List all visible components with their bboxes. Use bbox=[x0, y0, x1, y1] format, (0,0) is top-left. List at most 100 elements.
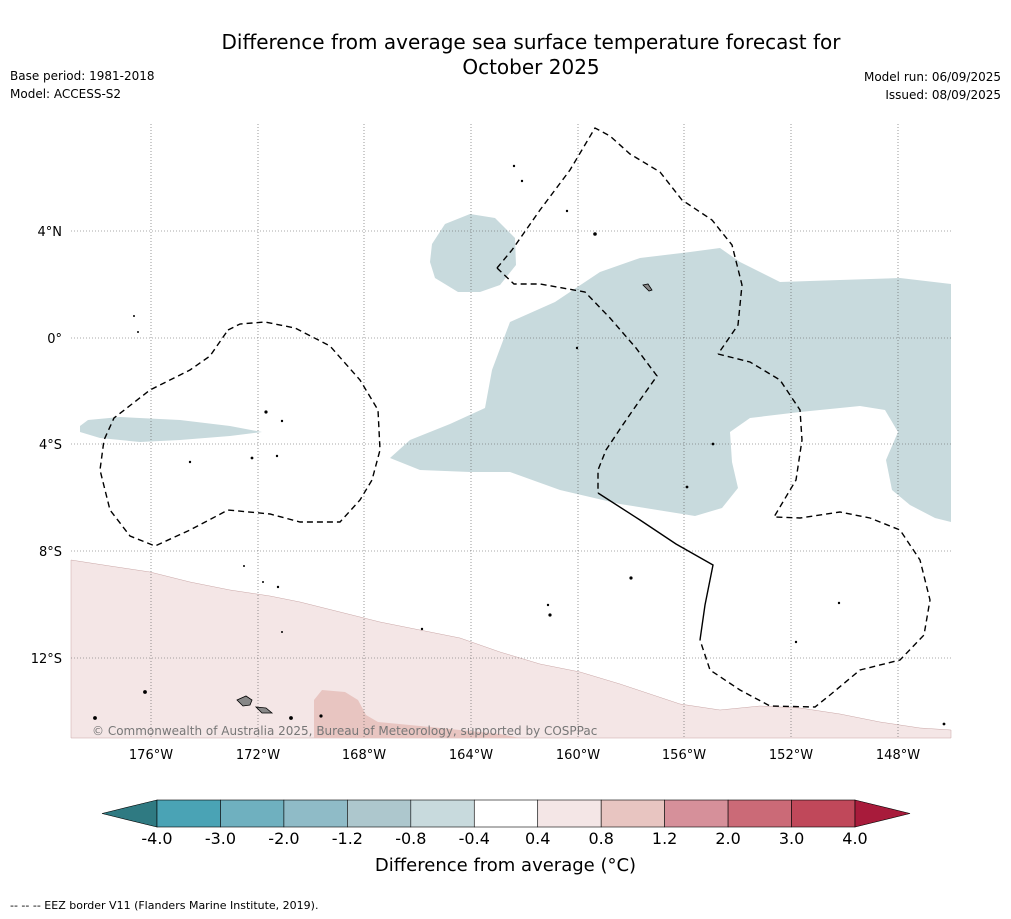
colorbar-segment bbox=[791, 799, 856, 828]
island-upolu bbox=[236, 695, 253, 707]
base-period-text: Base period: 1981-2018 bbox=[10, 69, 155, 83]
islands bbox=[93, 164, 946, 726]
eez-footnote: -- -- -- EEZ border V11 (Flanders Marine… bbox=[10, 899, 319, 912]
island-dot bbox=[242, 565, 245, 568]
eez-borders bbox=[99, 127, 931, 708]
lon-label: 148°W bbox=[876, 748, 920, 763]
model-run-text: Model run: 06/09/2025 bbox=[863, 70, 1001, 84]
lon-label: 176°W bbox=[129, 748, 173, 763]
colorbar-segment bbox=[410, 799, 475, 828]
title-line-2: October 2025 bbox=[462, 55, 600, 79]
island-dot bbox=[565, 209, 569, 213]
island-dot bbox=[261, 581, 264, 584]
lat-label: 12°S bbox=[31, 652, 62, 667]
island-dot bbox=[280, 631, 283, 634]
eez-border-solid bbox=[597, 492, 714, 641]
graticule bbox=[71, 124, 951, 738]
cool-anomaly-main bbox=[390, 248, 951, 522]
title-line-1: Difference from average sea surface temp… bbox=[221, 30, 841, 54]
colorbar: -4.0 -3.0 -2.0 -1.2 -0.8 -0.4 0.4 0.8 1.2 2.0 3.0 4… bbox=[101, 799, 911, 848]
colorbar-tick-label: -0.8 bbox=[395, 829, 426, 848]
island-dot bbox=[93, 716, 97, 720]
island-dot bbox=[629, 576, 633, 580]
island-dot bbox=[289, 716, 293, 720]
issued-text: Issued: 08/09/2025 bbox=[885, 88, 1001, 102]
island-kiritimati bbox=[642, 283, 653, 292]
colorbar-tick-label: 1.2 bbox=[652, 829, 677, 848]
colorbar-segment bbox=[727, 799, 792, 828]
lon-label: 168°W bbox=[342, 748, 386, 763]
copyright-text: © Commonwealth of Australia 2025, Bureau… bbox=[92, 724, 597, 738]
colorbar-ticks: -4.0 -3.0 -2.0 -1.2 -0.8 -0.4 0.4 0.8 1.2 2.0 3.0 4… bbox=[141, 829, 867, 848]
lon-label: 160°W bbox=[556, 748, 600, 763]
lon-label: 156°W bbox=[662, 748, 706, 763]
colorbar-segment bbox=[156, 799, 221, 828]
island-dot bbox=[250, 456, 254, 460]
meta-left: Base period: 1981-2018 Model: ACCESS-S2 bbox=[10, 67, 155, 103]
lat-label: 8°S bbox=[39, 545, 62, 560]
map-title: Difference from average sea surface temp… bbox=[0, 30, 1011, 80]
island-dot bbox=[420, 627, 424, 631]
island-dot bbox=[276, 585, 280, 589]
meta-right: Model run: 06/09/2025 Issued: 08/09/2025 bbox=[864, 68, 1001, 104]
island-dot bbox=[512, 164, 516, 168]
colorbar-tick-label: -0.4 bbox=[459, 829, 490, 848]
lat-label: 0° bbox=[47, 332, 62, 347]
eez-border-kiribati-mid bbox=[496, 267, 658, 493]
eez-border-tokelau bbox=[99, 321, 381, 547]
lat-label: 4°S bbox=[39, 438, 62, 453]
colorbar-extend-low bbox=[101, 799, 158, 828]
lon-label: 152°W bbox=[769, 748, 813, 763]
lon-label: 164°W bbox=[449, 748, 493, 763]
colorbar-segment bbox=[283, 799, 348, 828]
colorbar-tick-label: 0.4 bbox=[525, 829, 550, 848]
map: © Commonwealth of Australia 2025, Bureau… bbox=[31, 124, 952, 763]
colorbar-segment bbox=[664, 799, 729, 828]
island-dot bbox=[711, 442, 715, 446]
colorbar-segment bbox=[600, 799, 665, 828]
island-dot bbox=[132, 314, 135, 317]
island-dot bbox=[548, 613, 552, 617]
lat-axis-labels: 4°N 0° 4°S 8°S 12°S bbox=[31, 225, 62, 667]
lat-label: 4°N bbox=[38, 225, 63, 240]
island-dot bbox=[280, 419, 284, 423]
island-dot bbox=[546, 603, 550, 607]
island-dot bbox=[593, 232, 597, 236]
colorbar-extend-high bbox=[854, 799, 911, 828]
colorbar-tick-label: -3.0 bbox=[205, 829, 236, 848]
colorbar-tick-label: 3.0 bbox=[779, 829, 804, 848]
island-dot bbox=[143, 690, 147, 694]
island-dot bbox=[837, 601, 841, 605]
island-dot bbox=[942, 722, 946, 726]
colorbar-tick-label: -1.2 bbox=[332, 829, 363, 848]
island-dot bbox=[794, 640, 798, 644]
colorbar-segment bbox=[220, 799, 285, 828]
colorbar-tick-label: -4.0 bbox=[141, 829, 172, 848]
island-dot bbox=[275, 454, 279, 458]
island-savaii bbox=[254, 706, 274, 714]
island-dot bbox=[319, 714, 323, 718]
colorbar-segments bbox=[101, 799, 911, 828]
eez-border-kiribati-north bbox=[496, 127, 743, 355]
colorbar-label: Difference from average (°C) bbox=[374, 855, 637, 876]
colorbar-tick-label: 4.0 bbox=[842, 829, 867, 848]
lon-axis-labels: 176°W 172°W 168°W 164°W 160°W 156°W 152°… bbox=[129, 748, 920, 763]
warm-anomaly-patch bbox=[314, 690, 520, 738]
cool-anomaly-north bbox=[430, 214, 516, 292]
colorbar-segment bbox=[347, 799, 412, 828]
model-text: Model: ACCESS-S2 bbox=[10, 87, 122, 101]
eez-border-kiribati-east bbox=[699, 353, 931, 708]
island-dot bbox=[188, 460, 192, 464]
map-area: © Commonwealth of Australia 2025, Bureau… bbox=[70, 124, 952, 739]
colorbar-segment bbox=[537, 799, 602, 828]
cool-anomaly-west bbox=[80, 417, 262, 442]
colorbar-tick-label: -2.0 bbox=[268, 829, 299, 848]
lon-label: 172°W bbox=[236, 748, 280, 763]
island-dot bbox=[520, 179, 524, 183]
island-dot bbox=[264, 410, 268, 414]
colorbar-tick-label: 0.8 bbox=[588, 829, 613, 848]
colorbar-segment bbox=[473, 799, 539, 828]
island-dot bbox=[136, 330, 139, 333]
island-dot bbox=[575, 346, 579, 350]
island-dot bbox=[685, 485, 689, 489]
